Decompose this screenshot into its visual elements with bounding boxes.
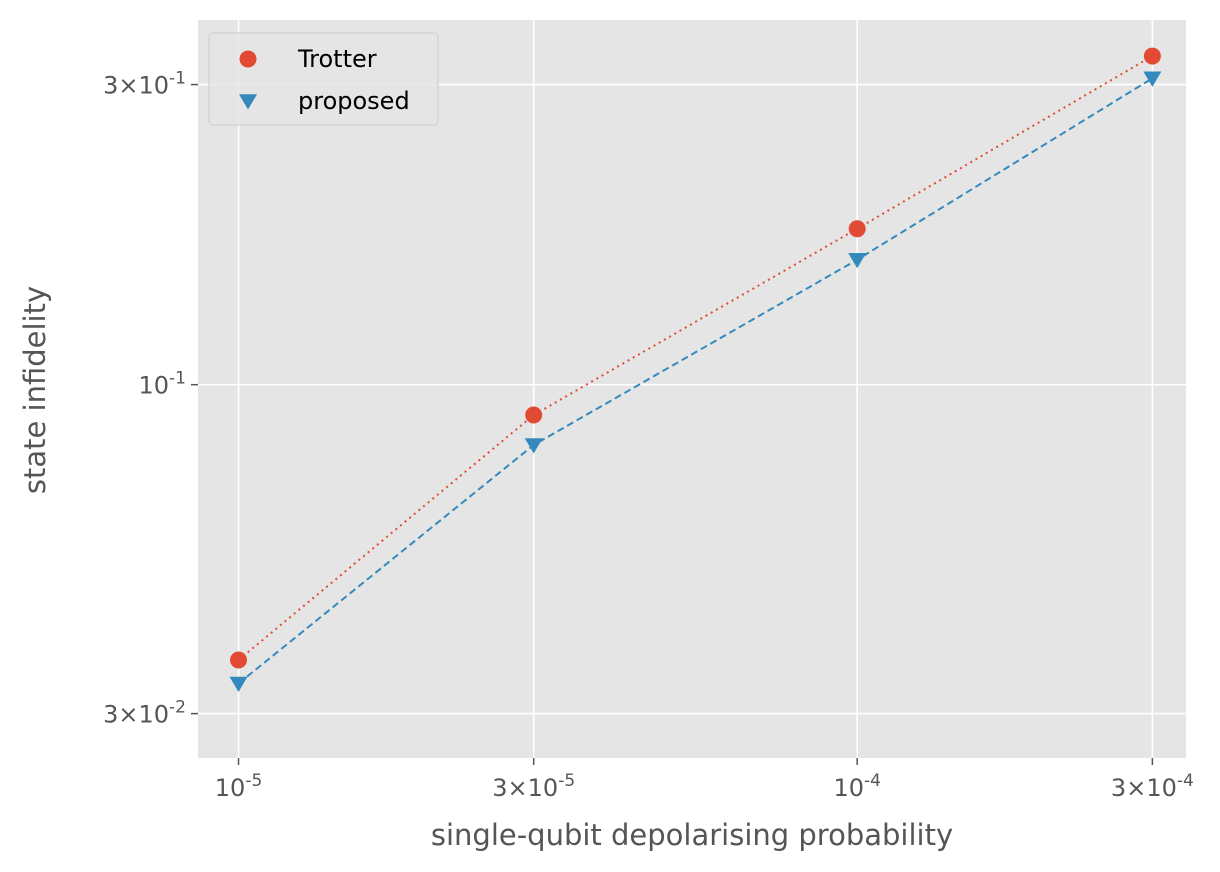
x-axis-label: single-qubit depolarising probability [431, 818, 953, 852]
y-tick-marks [191, 83, 198, 715]
plot-background [198, 20, 1186, 758]
x-gridlines [237, 20, 1154, 758]
y-axis-label: state infidelity [18, 286, 52, 494]
data-point-proposed-4 [1143, 71, 1162, 87]
series-markers [229, 47, 1162, 693]
data-point-proposed-3 [848, 252, 867, 269]
y-tick-label-3-10-2: 3×10-2 [103, 698, 186, 729]
data-point-trotter-2 [525, 406, 543, 424]
legend-label-trotter: Trotter [297, 45, 377, 73]
series-lines [237, 55, 1153, 685]
legend-label-proposed: proposed [298, 87, 410, 115]
y-tick-label-3-10-1: 3×10-1 [103, 69, 186, 100]
x-tick-label-3-10-5: 3×10-5 [492, 771, 575, 802]
data-point-proposed-2 [524, 438, 543, 454]
series-line-trotter [237, 55, 1153, 661]
y-tick-label-10-1: 10-1 [139, 369, 187, 400]
data-point-trotter-1 [230, 651, 248, 669]
x-tick-label-10-5: 10-5 [215, 771, 263, 802]
series-line-proposed [237, 77, 1153, 685]
data-point-trotter-3 [848, 220, 866, 238]
legend-box [208, 32, 439, 126]
x-tick-marks [237, 758, 1154, 765]
legend-marker-trotter [239, 50, 257, 68]
legend-marker-proposed [239, 94, 257, 110]
legend: Trotter proposed [208, 32, 439, 126]
data-point-proposed-1 [229, 676, 248, 693]
x-tick-label-3-10-4: 3×10-4 [1111, 771, 1194, 802]
data-point-trotter-4 [1143, 47, 1161, 65]
y-tick-labels: 3×10-2 10-1 3×10-1 [103, 69, 186, 729]
x-tick-labels: 10-5 3×10-5 10-4 3×10-4 [215, 771, 1194, 802]
x-tick-label-10-4: 10-4 [833, 771, 881, 802]
